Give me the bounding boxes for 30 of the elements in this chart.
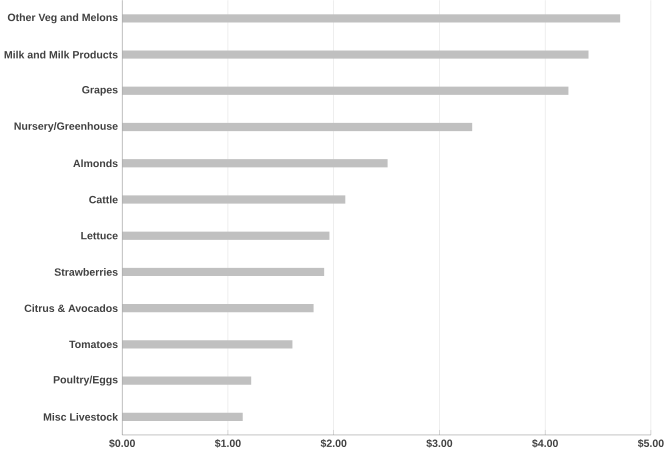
bar bbox=[122, 123, 472, 132]
x-tick-label: $5.00 bbox=[638, 439, 664, 448]
x-tick-label: $3.00 bbox=[426, 439, 452, 448]
bar bbox=[122, 86, 568, 96]
bar bbox=[122, 376, 252, 385]
bar bbox=[122, 196, 346, 204]
x-tick-label: $1.00 bbox=[214, 439, 241, 448]
x-tick-label: $2.00 bbox=[320, 439, 346, 448]
y-tick-label: Almonds bbox=[73, 160, 118, 168]
y-tick-label: Other Veg and Melons bbox=[8, 14, 118, 24]
bar bbox=[122, 159, 388, 168]
y-tick-label: Grapes bbox=[82, 86, 118, 96]
y-tick-label: Lettuce bbox=[81, 232, 118, 240]
x-tick-label: $0.00 bbox=[109, 439, 135, 448]
y-tick-label: Citrus & Avocados bbox=[24, 304, 118, 312]
bar bbox=[122, 340, 292, 349]
bar bbox=[122, 412, 243, 422]
bar bbox=[122, 304, 314, 312]
y-tick-label: Nursery/Greenhouse bbox=[14, 122, 118, 132]
bar bbox=[122, 268, 324, 276]
y-tick-label: Misc Livestock bbox=[44, 413, 118, 421]
y-tick-label: Poultry/Eggs bbox=[54, 376, 118, 386]
y-tick-label: Tomatoes bbox=[69, 340, 118, 348]
bar bbox=[122, 14, 620, 23]
y-tick-label: Milk and Milk Products bbox=[4, 50, 118, 59]
y-tick-label: Cattle bbox=[89, 196, 118, 204]
bar bbox=[122, 232, 330, 240]
bar bbox=[122, 50, 589, 59]
y-tick-label: Strawberries bbox=[54, 268, 118, 276]
x-tick-label: $4.00 bbox=[532, 439, 558, 448]
